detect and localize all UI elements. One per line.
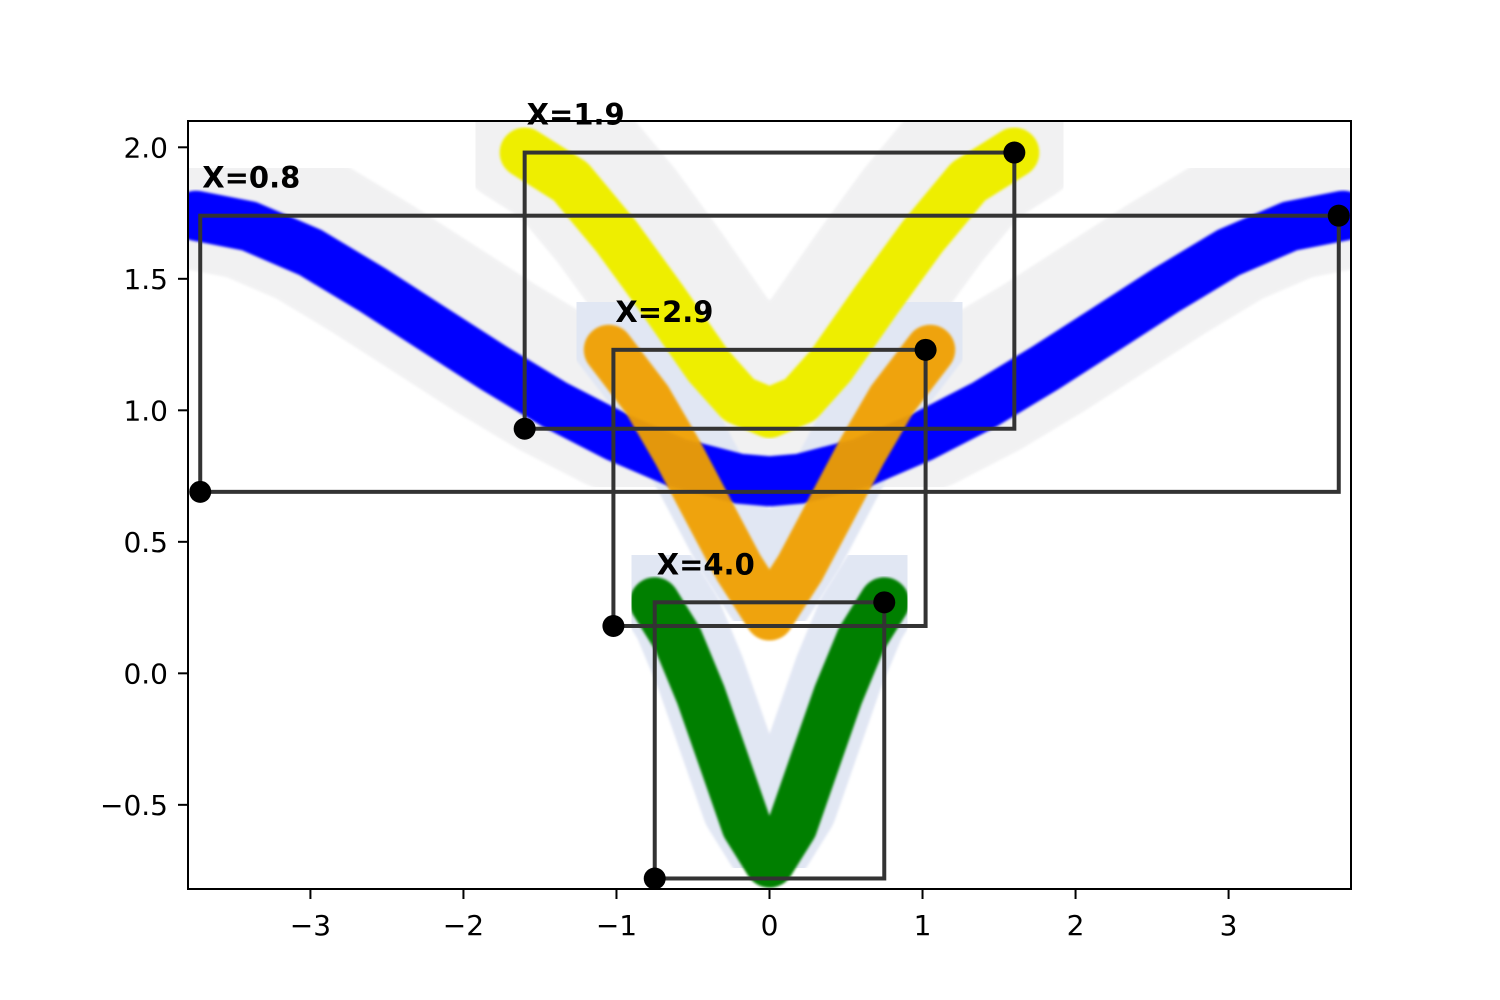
series-annotation: X=1.9 [527, 98, 625, 132]
box-corner-point [873, 591, 896, 614]
box-corner-point [602, 614, 625, 637]
range-box-1 [198, 213, 1341, 494]
range-box-2 [522, 150, 1017, 431]
x-tick-label: 1 [914, 909, 932, 942]
series-annotation: X=0.8 [202, 161, 300, 195]
box-corner-point [513, 417, 536, 440]
series-curve-1 [188, 190, 1351, 507]
series-curve-4 [629, 577, 910, 888]
box-corner-point [1003, 141, 1026, 164]
series-curve-3 [583, 324, 956, 641]
range-box-4 [652, 600, 887, 881]
y-tick-label: 1.5 [123, 263, 168, 296]
y-tick-label: 0.5 [123, 526, 168, 559]
range-box-3 [611, 347, 928, 628]
box-corner-point [1327, 204, 1350, 227]
x-tick-label: −2 [443, 909, 484, 942]
y-tick-label: 2.0 [123, 131, 168, 164]
box-corner-point [643, 867, 666, 890]
series-annotation: X=4.0 [657, 547, 755, 581]
y-tick-label: 0.0 [123, 657, 168, 690]
y-tick-label: −0.5 [100, 789, 168, 822]
x-tick-label: 2 [1067, 909, 1085, 942]
box-corner-point [189, 480, 212, 503]
series-annotation: X=2.9 [615, 295, 713, 329]
series-curve-2 [499, 127, 1040, 438]
x-tick-label: −3 [290, 909, 331, 942]
box-corner-point [914, 338, 937, 361]
x-tick-label: 3 [1220, 909, 1238, 942]
x-tick-label: 0 [761, 909, 779, 942]
y-tick-label: 1.0 [123, 394, 168, 427]
x-tick-label: −1 [596, 909, 637, 942]
